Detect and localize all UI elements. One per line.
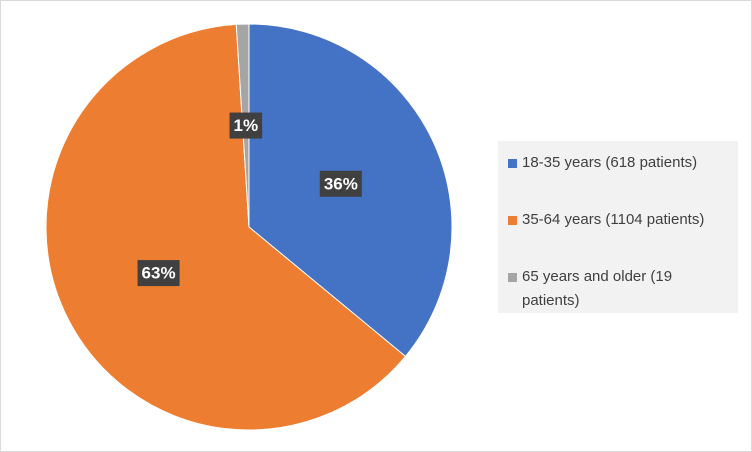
data-label-text: 63%: [142, 264, 176, 283]
legend-swatch: [508, 159, 517, 168]
legend-label: 18-35 years (618 patients): [522, 154, 698, 171]
data-label: 63%: [137, 260, 180, 287]
data-label-box: [319, 170, 362, 197]
data-label: 1%: [229, 112, 263, 139]
legend-entry: 18-35 years (618 patients): [508, 151, 730, 175]
legend-entry: 65 years and older (19 patients): [508, 265, 730, 313]
legend-label: 65 years and older (19 patients): [522, 268, 673, 309]
legend-label: 35-64 years (1104 patients): [522, 211, 705, 228]
data-label-text: 36%: [324, 174, 358, 193]
data-label-text: 1%: [234, 116, 259, 135]
data-label: 36%: [319, 170, 362, 197]
pie-slice: [45, 23, 407, 431]
legend-swatch: [508, 216, 517, 225]
data-label-box: [137, 260, 180, 287]
data-label-box: [229, 112, 263, 139]
legend: 18-35 years (618 patients) 35-64 years (1…: [498, 141, 738, 313]
legend-entry: 35-64 years (1104 patients): [508, 208, 730, 232]
legend-swatch: [508, 273, 517, 282]
